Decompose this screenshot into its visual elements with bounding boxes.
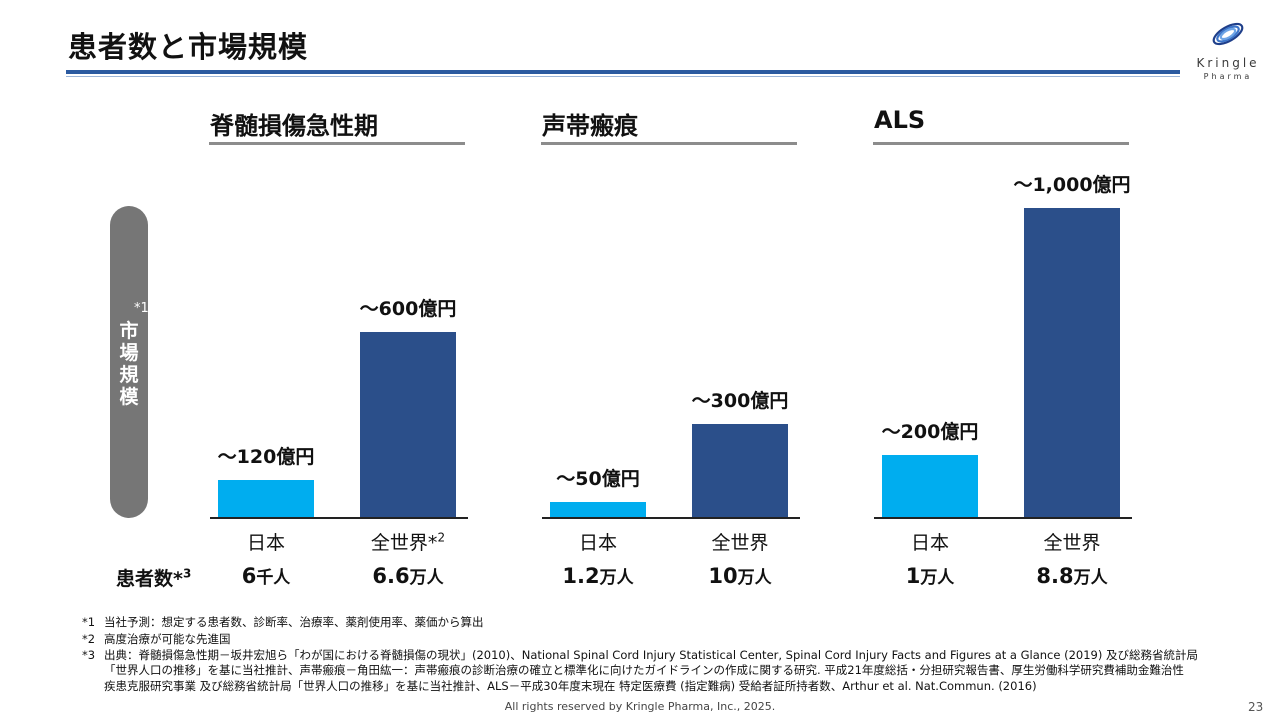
patient-count-number: 10 [708,564,738,588]
patient-count: 10万人 [660,563,820,588]
axis-label-char: 市 [119,320,139,342]
axis-label-char: 模 [119,386,139,408]
category-footnote-sup: 2 [437,530,446,545]
bar-value-label: ～120億円 [217,446,315,468]
chart-group-title: 声帯瘢痕 [542,112,638,140]
bar-value-label: ～600億円 [359,298,457,320]
footnote: *3 出典：脊髄損傷急性期－坂井宏旭ら「わが国における脊髄損傷の現状」(2010)… [82,647,1198,663]
chart-group-title-rule [541,142,797,145]
patient-count-number: 6.6 [372,564,410,588]
logo-subtext: Pharma [1203,72,1253,81]
footnote-text: 高度治療が可能な先進国 [104,632,231,646]
copyright-footer: All rights reserved by Kringle Pharma, I… [504,700,776,713]
patient-count-unit: 万人 [920,568,955,588]
header-rule-thin [66,76,1180,77]
patient-count-unit: 万人 [599,568,634,588]
bar-value-label: ～1,000億円 [1013,174,1131,196]
chart-group-title-rule [873,142,1129,145]
axis-label-char: 規 [119,364,139,386]
chart-group-title: 脊髄損傷急性期 [210,112,378,140]
footnote: *1 当社予測：想定する患者数、診断率、治療率、薬剤使用率、薬価から算出 [82,614,484,630]
chart-baseline [210,517,468,519]
bar-japan [882,455,978,517]
patient-count: 1万人 [850,563,1010,588]
category-label: 全世界*2 [370,530,446,554]
patient-count: 8.8万人 [992,563,1152,588]
footnote: *2 高度治療が可能な先進国 [82,631,231,647]
footnote-continuation-2: 疾患克服研究事業 及び総務省統計局「世界人口の推移」を基に当社推計、ALS－平成… [104,679,1037,693]
category-label: 日本 [910,532,949,554]
bar-world [360,332,456,517]
patient-count-unit: 万人 [737,568,772,588]
patients-header: 患者数*3 [116,564,191,591]
market-size-axis-label: *1 市場規模 [110,298,148,408]
patient-count: 6.6万人 [328,563,488,588]
kringle-swirl-icon [1212,22,1244,46]
chart-group-title-rule [209,142,465,145]
bar-value-label: ～200億円 [881,421,979,443]
footnote-number: *2 [82,632,96,646]
footnote-number: *3 [82,648,96,662]
bar-value-label: ～50億円 [556,468,640,490]
category-label: 全世界 [711,532,769,554]
bar-world [692,424,788,517]
header-rule [66,70,1180,74]
page-title: 患者数と市場規模 [68,30,309,64]
patient-count-unit: 万人 [1073,568,1108,588]
chart-group-title: ALS [874,106,926,134]
category-label: 全世界 [1043,532,1101,554]
axis-footnote-mark: *1 [134,301,149,316]
patient-count-number: 8.8 [1036,564,1074,588]
logo-wordmark: Kringle [1196,56,1260,70]
axis-label-char: 場 [119,342,139,364]
bar-value-label: ～300億円 [691,390,789,412]
bar-japan [550,502,646,517]
chart-baseline [874,517,1132,519]
patients-header-text: 患者数* [116,568,183,590]
category-label: 日本 [578,532,617,554]
footnote-continuation-1: 「世界人口の推移」を基に当社推計、声帯瘢痕－角田紘一：声帯瘢痕の診断治療の確立と… [104,663,1184,677]
footnote-text: 出典：脊髄損傷急性期－坂井宏旭ら「わが国における脊髄損傷の現状」(2010)、N… [104,648,1199,662]
patient-count-number: 6 [241,564,257,588]
company-logo: Kringle Pharma [1192,16,1268,88]
patient-count: 6千人 [186,563,346,588]
market-size-axis-pill [110,206,148,518]
category-label: 日本 [246,532,285,554]
bar-world [1024,208,1120,517]
patients-header-sup: 3 [182,566,192,581]
patient-count-number: 1 [905,564,921,588]
patient-count-unit: 万人 [409,568,444,588]
bar-japan [218,480,314,517]
patient-count: 1.2万人 [518,563,678,588]
footnote-number: *1 [82,615,96,629]
chart-baseline [542,517,800,519]
patient-count-unit: 千人 [256,568,291,588]
footnote-text: 当社予測：想定する患者数、診断率、治療率、薬剤使用率、薬価から算出 [104,615,484,629]
axis-label-text: 市場規模 [110,320,148,408]
patient-count-number: 1.2 [562,564,600,588]
page-number: 23 [1248,700,1264,714]
